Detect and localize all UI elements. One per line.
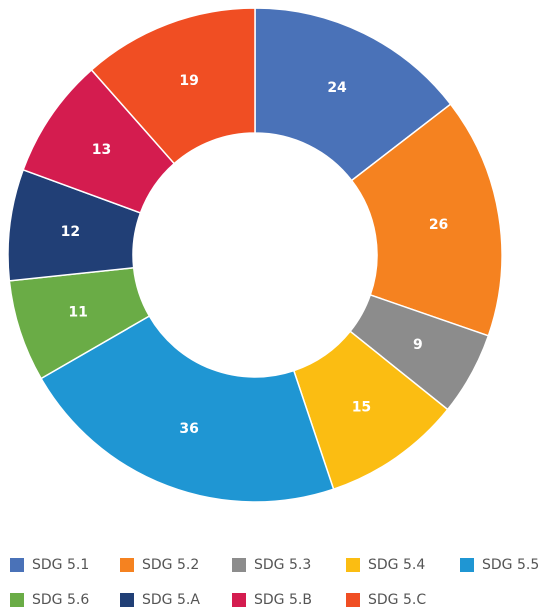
legend-label: SDG 5.4: [368, 557, 425, 573]
legend-label: SDG 5.2: [142, 557, 199, 573]
donut-slice: [40, 314, 335, 503]
legend-label: SDG 5.5: [482, 557, 539, 573]
legend-swatch: [10, 558, 24, 572]
slice-label: 9: [413, 337, 423, 353]
legend-swatch: [460, 558, 474, 572]
slice-label: 15: [352, 400, 371, 416]
slice-label: 12: [61, 224, 80, 240]
slice-label: 36: [179, 421, 198, 437]
legend-swatch: [10, 593, 24, 607]
legend-swatch: [346, 593, 360, 607]
slice-label: 19: [179, 73, 198, 89]
slice-label: 26: [429, 217, 448, 233]
legend-label: SDG 5.6: [32, 592, 89, 608]
donut-slice: [350, 103, 503, 337]
slice-label: 13: [92, 142, 111, 158]
slice-label: 11: [68, 304, 87, 320]
donut-slice: [254, 7, 452, 182]
slice-label: 24: [327, 80, 347, 96]
donut-slice: [90, 7, 256, 165]
legend-label: SDG 5.3: [254, 557, 311, 573]
legend-label: SDG 5.1: [32, 557, 89, 573]
legend-swatch: [232, 593, 246, 607]
legend-swatch: [232, 558, 246, 572]
legend-swatch: [120, 558, 134, 572]
legend-label: SDG 5.B: [254, 592, 312, 608]
legend-label: SDG 5.A: [142, 592, 200, 608]
legend-swatch: [346, 558, 360, 572]
legend-swatch: [120, 593, 134, 607]
legend-label: SDG 5.C: [368, 592, 426, 608]
